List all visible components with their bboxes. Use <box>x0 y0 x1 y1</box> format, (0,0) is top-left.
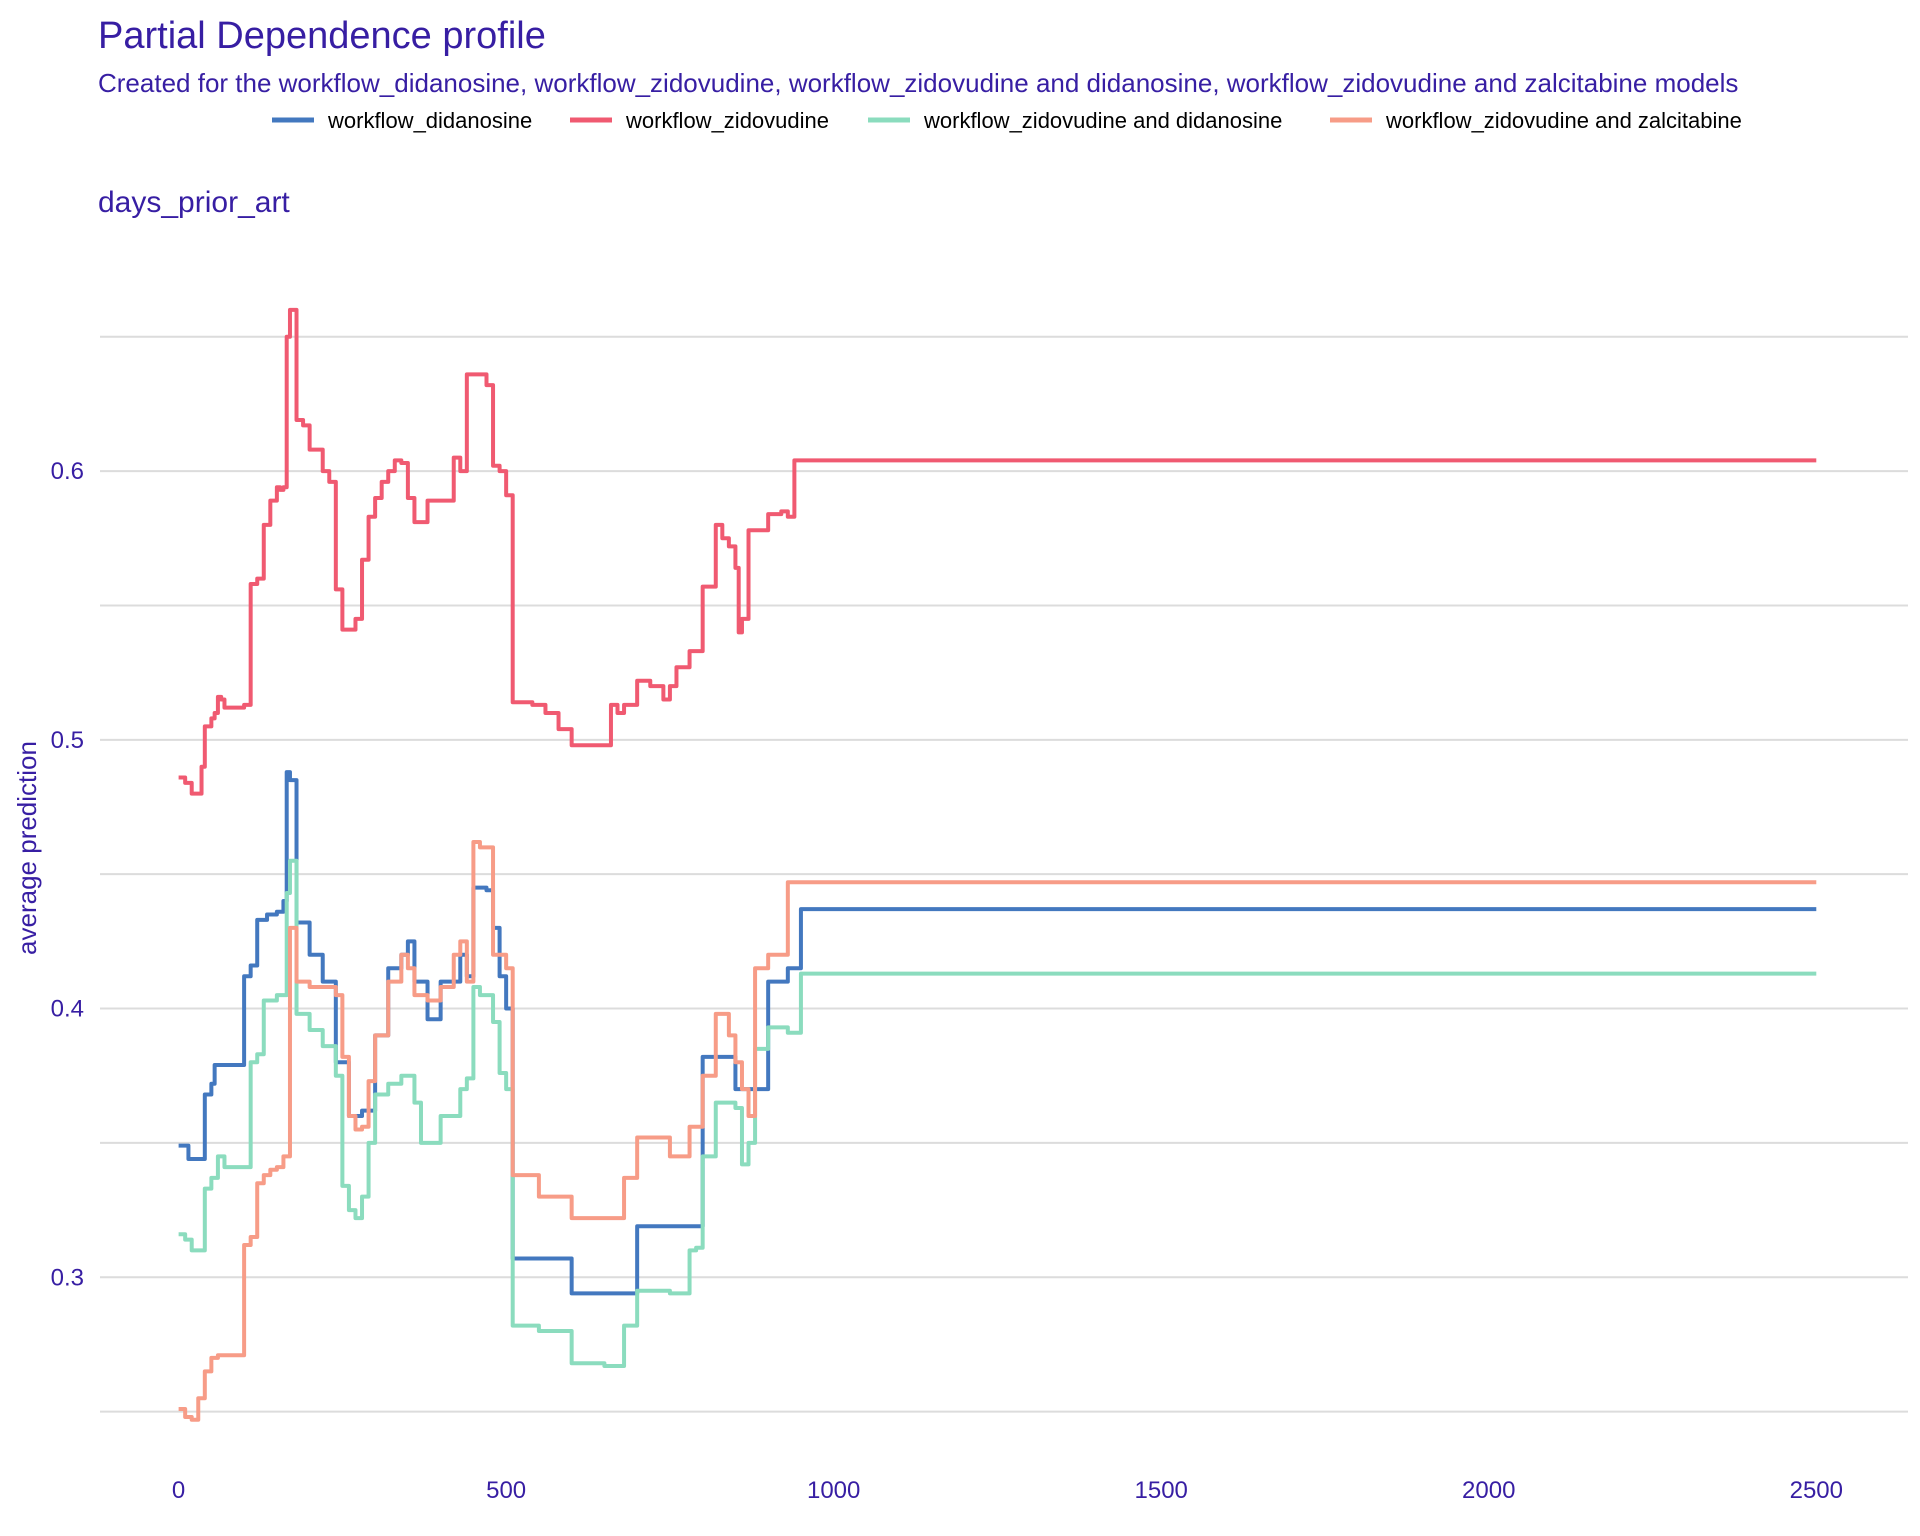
y-tick-label: 0.3 <box>51 1264 84 1291</box>
series-line-3 <box>178 858 1817 1368</box>
y-axis-ticks: 0.3 0.4 0.5 0.6 <box>51 458 84 1291</box>
x-tick-label: 2500 <box>1790 1477 1843 1504</box>
x-tick-label: 2000 <box>1462 1477 1515 1504</box>
y-tick-label: 0.4 <box>51 996 84 1023</box>
y-axis-label: average prediction <box>12 741 42 955</box>
chart-title: Partial Dependence profile <box>98 15 546 57</box>
x-tick-label: 0 <box>172 1477 185 1504</box>
series-line-2 <box>178 307 1817 796</box>
chart-subtitle: Created for the workflow_didanosine, wor… <box>98 68 1738 98</box>
legend-label: workflow_zidovudine and didanosine <box>923 108 1282 133</box>
x-axis-ticks: 0 500 1000 1500 2000 2500 <box>172 1477 1843 1504</box>
gridlines <box>100 335 1908 1413</box>
y-tick-label: 0.5 <box>51 727 84 754</box>
series-line-4 <box>178 839 1817 1422</box>
y-tick-label: 0.6 <box>51 458 84 485</box>
legend-label: workflow_zidovudine <box>625 108 829 133</box>
x-tick-label: 1000 <box>807 1477 860 1504</box>
legend-label: workflow_zidovudine and zalcitabine <box>1385 108 1742 133</box>
x-tick-label: 500 <box>486 1477 526 1504</box>
legend-label: workflow_didanosine <box>327 108 532 133</box>
series-lines <box>178 307 1817 1422</box>
x-tick-label: 1500 <box>1135 1477 1188 1504</box>
legend: workflow_didanosine workflow_zidovudine wo… <box>272 108 1742 133</box>
facet-label: days_prior_art <box>98 186 290 219</box>
